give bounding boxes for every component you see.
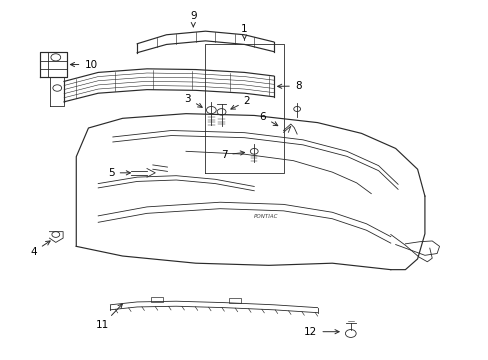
Text: 3: 3	[184, 94, 202, 107]
Text: 8: 8	[277, 81, 301, 91]
Text: 11: 11	[95, 304, 122, 330]
Text: 4: 4	[30, 241, 50, 257]
Text: 12: 12	[304, 327, 339, 337]
Text: 7: 7	[220, 150, 244, 160]
Text: 5: 5	[108, 168, 130, 178]
Text: 6: 6	[259, 112, 277, 126]
Text: PONTIAC: PONTIAC	[254, 214, 278, 219]
Text: 1: 1	[241, 24, 247, 40]
Text: 9: 9	[190, 11, 196, 27]
Bar	[151, 297, 162, 302]
Bar	[228, 298, 240, 303]
Text: 2: 2	[230, 96, 250, 109]
Text: 10: 10	[70, 59, 97, 69]
